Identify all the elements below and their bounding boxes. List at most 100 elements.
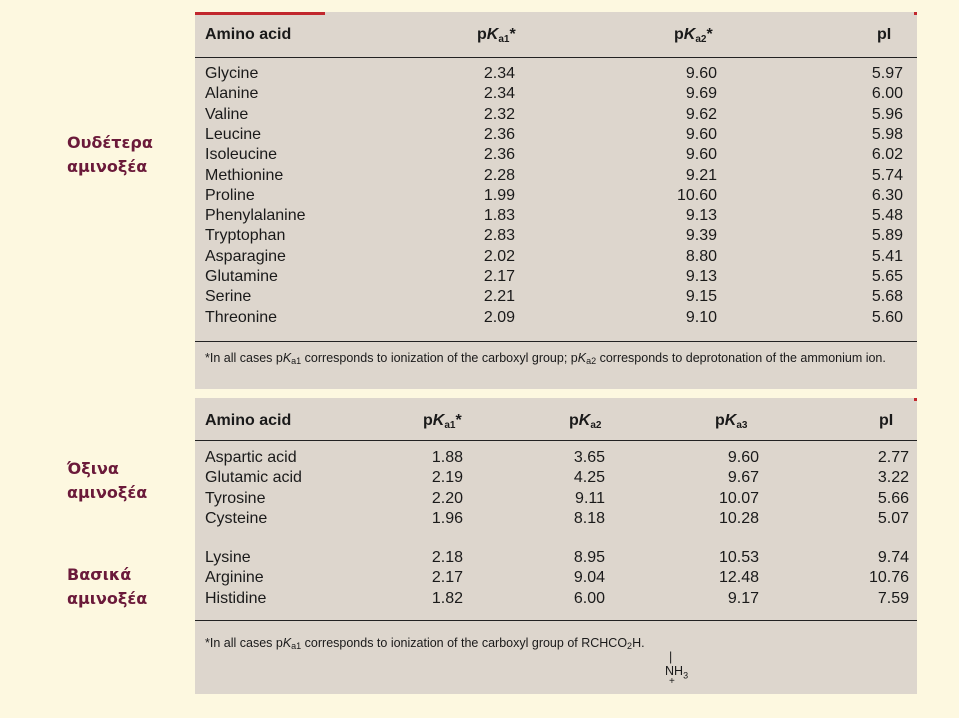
pi-value: 6.02 [871,146,903,164]
pka2-value: 6.00 [573,589,605,607]
pka2-value: 9.04 [573,569,605,587]
amino-acid-name: Cysteine [205,509,268,527]
amino-acid-name: Isoleucine [205,146,278,164]
pi-value: 5.48 [871,207,903,225]
pka1-value: 2.20 [431,489,463,507]
pi-value: 5.07 [877,509,909,527]
pka3-value: 9.67 [727,469,759,487]
amino-acid-name: Glutamine [205,268,278,285]
formula-nh3: NH3 [665,664,689,681]
pi-value: 5.65 [871,268,903,285]
pka2-value: 8.18 [573,509,605,527]
pka1-value: 2.17 [483,268,515,285]
pka3-value: 10.28 [718,509,759,527]
acidic-label-line1: Όξινα [67,459,119,478]
footnote-divider [195,620,917,621]
table1-footnote: *In all cases pKa1 corresponds to ioniza… [205,351,886,366]
pi-value: 9.74 [877,549,909,566]
pka1-value: 1.99 [483,186,515,204]
amino-acid-name: Glutamic acid [205,469,302,487]
acidic-amino-acids-label: Όξινα αμινοξέα [67,457,147,505]
pka3-value: 12.48 [718,569,759,587]
pka2-value: 10.60 [676,186,717,204]
amino-acid-name: Histidine [205,589,267,607]
pka1-value: 2.36 [483,146,515,164]
pi-value: 10.76 [868,569,909,587]
pka2-value: 9.13 [685,207,717,225]
amino-acid-name: Lysine [205,549,251,566]
pka2-value: 9.15 [685,288,717,306]
pi-value: 5.74 [871,166,903,184]
pka2-value: 9.60 [685,65,717,82]
header-pi: pI [879,412,894,429]
table-row: Aspartic acid 1.88 3.65 9.60 2.77 [195,449,917,469]
table-row: Threonine 2.09 9.10 5.60 [195,309,917,329]
pi-value: 5.97 [871,65,903,82]
header-pka2: pKa2 [569,412,602,431]
amino-acid-name: Phenylalanine [205,207,306,225]
table-top-rule [195,12,325,15]
table-row: Valine 2.32 9.62 5.96 [195,106,917,126]
pka2-value: 9.39 [685,227,717,245]
acidic-label-line2: αμινοξέα [67,483,148,502]
amino-acid-name: Glycine [205,65,259,82]
pka1-value: 2.02 [483,247,515,265]
pka1-value: 2.32 [483,105,515,123]
basic-amino-acids-label: Βασικά αμινοξέα [67,563,147,611]
basic-label-line1: Βασικά [67,565,132,584]
basic-label-line2: αμινοξέα [67,589,148,608]
table-top-rule-right [914,12,917,15]
amino-acid-name: Alanine [205,85,259,103]
amino-acid-name: Aspartic acid [205,449,297,466]
amino-acid-name: Tryptophan [205,227,286,245]
pka1-value: 1.82 [431,589,463,607]
pi-value: 5.68 [871,288,903,306]
table-row: Asparagine 2.02 8.80 5.41 [195,248,917,268]
table-row: Serine 2.21 9.15 5.68 [195,288,917,308]
table-header: Amino acid pKa1* pKa2* pI [195,26,917,56]
pka2-value: 8.80 [685,247,717,265]
table-row: Glutamine 2.17 9.13 5.65 [195,268,917,288]
table-row: Arginine 2.17 9.04 12.48 10.76 [195,569,917,589]
footnote-divider [195,341,917,342]
table-row: Histidine 1.82 6.00 9.17 7.59 [195,590,917,610]
table-top-rule-right [914,398,917,401]
pka2-value: 9.13 [685,268,717,285]
header-pka1: pKa1* [477,26,516,45]
pi-value: 5.60 [871,308,903,326]
pka2-value: 8.95 [573,549,605,566]
pka1-value: 2.18 [431,549,463,566]
table-row: Methionine 2.28 9.21 5.74 [195,167,917,187]
pi-value: 5.41 [871,247,903,265]
pi-value: 6.30 [871,186,903,204]
pi-value: 5.89 [871,227,903,245]
table-row: Tyrosine 2.20 9.11 10.07 5.66 [195,490,917,510]
header-pi: pI [877,26,892,43]
pi-value: 7.59 [877,589,909,607]
table-row: Proline 1.99 10.60 6.30 [195,187,917,207]
table-row: Phenylalanine 1.83 9.13 5.48 [195,207,917,227]
acidic-basic-amino-acid-table: Amino acid pKa1* pKa2 pKa3 pI Aspartic a… [195,398,917,694]
pka1-value: 2.09 [483,308,515,326]
pka2-value: 4.25 [573,469,605,487]
pi-value: 5.98 [871,125,903,143]
amino-acid-name: Methionine [205,166,284,184]
pka1-value: 2.19 [431,469,463,487]
formula-plus: + [669,676,675,687]
table-row: Tryptophan 2.83 9.39 5.89 [195,227,917,247]
neutral-label-line2: αμινοξέα [67,157,148,176]
header-pka2: pKa2* [674,26,713,45]
pka3-value: 9.17 [727,589,759,607]
amino-acid-name: Proline [205,186,255,204]
pka1-value: 2.21 [483,288,515,306]
neutral-label-line1: Ουδέτερα [67,133,153,152]
pka2-value: 9.60 [685,146,717,164]
pka3-value: 10.07 [718,489,759,507]
table-row: Lysine 2.18 8.95 10.53 9.74 [195,549,917,569]
table-row: Glutamic acid 2.19 4.25 9.67 3.22 [195,469,917,489]
header-pka3: pKa3 [715,412,748,431]
amino-acid-name: Asparagine [205,247,286,265]
header-divider [195,57,917,58]
table-row: Glycine 2.34 9.60 5.97 [195,65,917,85]
